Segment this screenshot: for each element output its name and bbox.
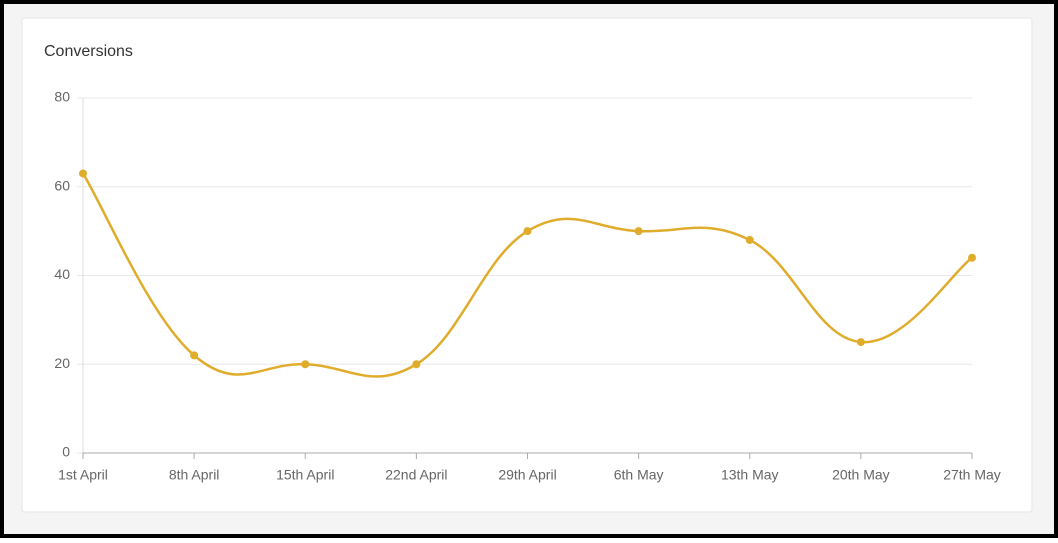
x-tick-label: 15th April bbox=[276, 467, 334, 483]
x-tick-label: 8th April bbox=[169, 467, 220, 483]
plot: 0 20 40 60 80 1st April 8th April 15th April 22n… bbox=[54, 89, 1000, 483]
chart-title: Conversions bbox=[44, 43, 133, 60]
x-tick-label: 22nd April bbox=[385, 467, 447, 483]
x-tick-label: 29th April bbox=[498, 467, 556, 483]
point bbox=[79, 169, 87, 178]
x-tick-label: 20th May bbox=[832, 467, 890, 483]
x-tick-label: 27th May bbox=[943, 467, 1001, 483]
point bbox=[412, 360, 421, 369]
point bbox=[634, 227, 643, 236]
point bbox=[745, 236, 754, 244]
point bbox=[523, 227, 532, 236]
y-tick-label: 40 bbox=[54, 266, 70, 282]
point bbox=[190, 351, 199, 360]
x-tick-label: 13th May bbox=[721, 467, 779, 483]
point bbox=[968, 253, 976, 262]
point bbox=[856, 338, 865, 347]
y-tick-label: 0 bbox=[62, 444, 70, 460]
card bbox=[21, 17, 1033, 513]
y-tick-label: 80 bbox=[54, 89, 70, 105]
y-tick-label: 20 bbox=[54, 355, 70, 371]
point bbox=[301, 360, 310, 369]
y-tick-label: 60 bbox=[54, 177, 70, 193]
x-tick-label: 6th May bbox=[614, 467, 664, 483]
x-tick-label: 1st April bbox=[58, 467, 108, 483]
